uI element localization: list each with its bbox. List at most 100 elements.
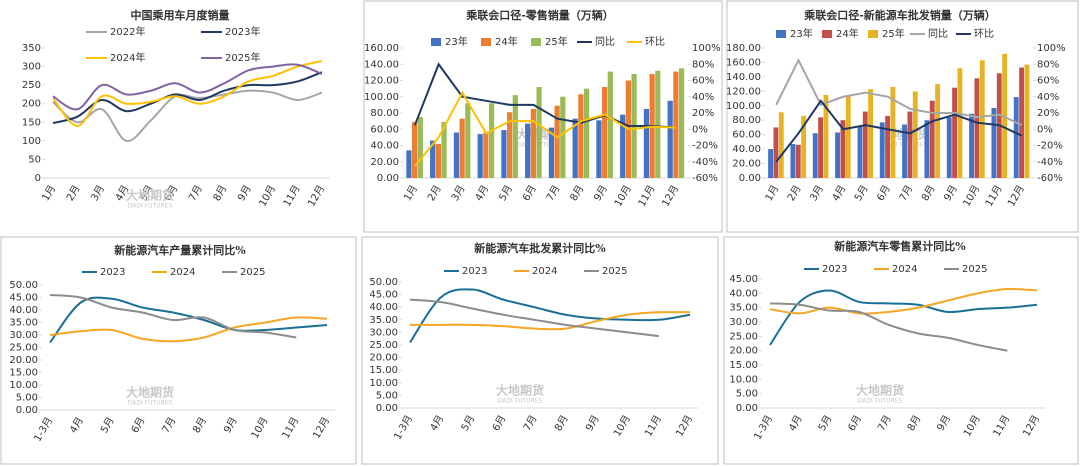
watermark: 大地期货: [126, 385, 174, 400]
bar: [1019, 67, 1025, 178]
bar: [512, 95, 518, 178]
legend-label: 2025: [602, 266, 627, 277]
x-tick-label: 12月: [1020, 413, 1042, 439]
bar: [835, 132, 840, 178]
y-tick-label: 80.00: [370, 108, 399, 119]
x-tick-label: 11月: [636, 183, 658, 209]
bar: [412, 121, 418, 178]
x-tick-label: 10月: [249, 415, 271, 441]
bar: [890, 87, 896, 178]
legend-label: 2025: [962, 264, 987, 275]
x-tick-label: 4月: [473, 183, 492, 203]
bar: [778, 112, 784, 178]
bar: [536, 87, 542, 178]
legend-label: 2025年: [225, 51, 260, 64]
line-series: [52, 71, 323, 125]
bar: [525, 123, 531, 178]
x-tick-label: 12月: [673, 413, 695, 439]
chart-title: 乘联会口径-新能源车批发销量（万辆）: [803, 8, 996, 22]
y-tick-label: 15.00: [9, 368, 38, 379]
y-tick-label: 40.00: [370, 141, 399, 152]
bar: [1002, 53, 1008, 178]
legend-label: 同比: [595, 36, 615, 48]
x-tick-label: 4月: [67, 415, 86, 435]
x-tick-label: 8月: [568, 183, 587, 203]
legend-label: 2024年: [110, 51, 145, 64]
y-tick-label: 40.00: [369, 302, 398, 313]
bar: [572, 118, 578, 178]
bar: [1013, 97, 1019, 178]
x-tick-label: 5月: [816, 413, 835, 433]
line-series: [52, 89, 323, 142]
legend-label: 23年: [790, 27, 813, 40]
bar: [795, 144, 801, 178]
y2-tick-label: -40%: [1037, 157, 1063, 168]
y-tick-label: 100.00: [726, 101, 761, 112]
bar: [507, 112, 513, 178]
legend-label: 环比: [974, 28, 994, 40]
x-tick-label: 1-3月: [32, 415, 56, 444]
bar: [929, 100, 935, 178]
y-tick-label: 150: [22, 117, 41, 128]
legend-label: 2024: [170, 267, 195, 278]
y-tick-label: 140.00: [726, 72, 761, 83]
chart-title: 新能源汽车零售累计同比%: [834, 239, 966, 253]
x-tick-label: 11月: [983, 183, 1005, 209]
y-tick-label: 250: [22, 80, 41, 91]
bar: [417, 117, 423, 178]
watermark-sub: DADI FUTURES: [128, 400, 173, 407]
bar: [667, 100, 673, 178]
x-tick-label: 1月: [40, 183, 59, 203]
x-tick-label: 8月: [211, 183, 230, 203]
chart-title: 乘联会口径-零售销量（万辆）: [465, 8, 614, 22]
bar: [602, 87, 608, 178]
legend-swatch: [776, 30, 786, 38]
y2-tick-label: 0%: [1037, 124, 1053, 135]
bar: [453, 132, 460, 178]
legend-label: 23年: [445, 35, 468, 48]
x-tick-label: 6月: [129, 415, 148, 435]
bar: [465, 103, 471, 178]
x-tick-label: 4月: [428, 413, 447, 433]
legend-swatch: [481, 38, 491, 46]
bar: [773, 127, 779, 178]
x-tick-label: 1月: [401, 183, 420, 203]
x-tick-label: 11月: [642, 413, 664, 439]
x-tick-label: 12月: [305, 183, 327, 209]
y-tick-label: 45.00: [369, 290, 398, 301]
x-tick-label: 9月: [591, 183, 610, 203]
line-series: [409, 288, 691, 344]
bar: [840, 120, 846, 178]
x-tick-label: 6月: [846, 413, 865, 433]
legend-swatch: [822, 30, 832, 38]
x-tick-label: 8月: [919, 183, 938, 203]
legend-label: 2024: [892, 264, 917, 275]
y2-tick-label: -40%: [692, 157, 718, 168]
y-tick-label: 0.00: [739, 173, 761, 184]
x-tick-label: 7月: [897, 183, 916, 203]
y-tick-label: 20.00: [729, 346, 758, 357]
y-tick-label: 30.00: [369, 327, 398, 338]
x-tick-label: 3月: [449, 183, 468, 203]
legend-label: 2023: [100, 267, 125, 278]
line-series: [410, 311, 691, 331]
bar: [969, 113, 974, 178]
bar: [868, 89, 874, 178]
line-series: [49, 296, 328, 344]
bar: [991, 107, 997, 178]
line-series: [775, 99, 1023, 163]
bar: [957, 68, 963, 178]
y-tick-label: 35.00: [9, 318, 38, 329]
x-tick-label: 2月: [785, 183, 804, 203]
bar: [583, 88, 590, 178]
x-tick-label: 1月: [763, 183, 782, 203]
y2-tick-label: 20%: [692, 108, 714, 119]
watermark: 大地期货: [496, 383, 544, 398]
bar: [845, 95, 851, 178]
watermark: 大地期货: [126, 188, 174, 203]
bar: [1024, 64, 1030, 178]
bar: [435, 143, 441, 178]
x-tick-label: 7月: [544, 183, 563, 203]
